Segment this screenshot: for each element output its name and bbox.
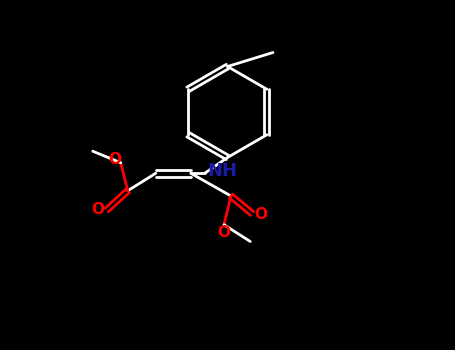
Text: O: O	[91, 203, 104, 217]
Text: O: O	[217, 225, 230, 240]
Text: O: O	[108, 153, 121, 167]
Text: O: O	[255, 207, 268, 222]
Text: NH: NH	[207, 162, 238, 181]
